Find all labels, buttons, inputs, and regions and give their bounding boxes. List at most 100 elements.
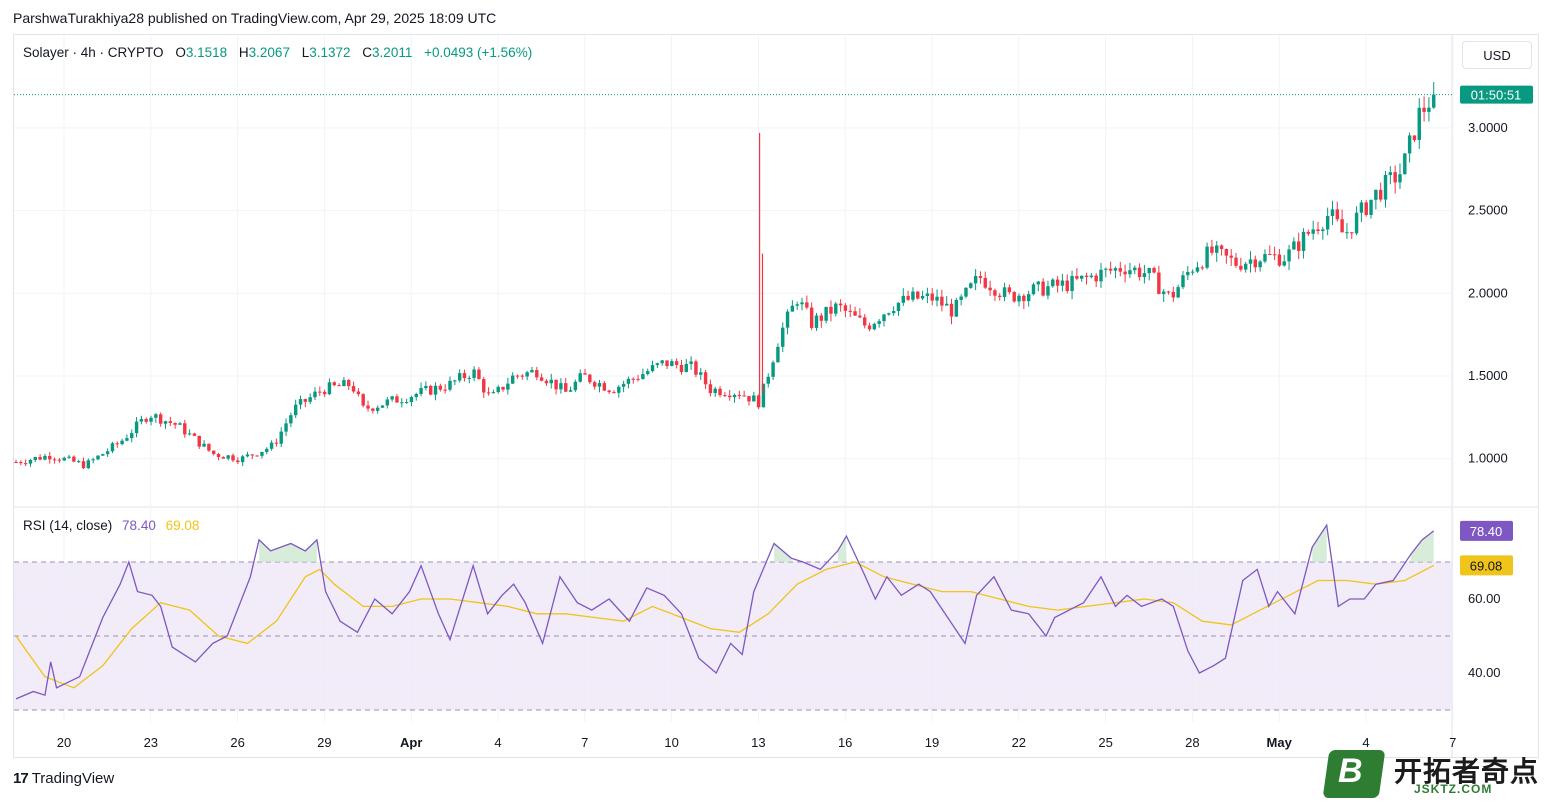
candle-body	[96, 455, 100, 460]
candle-body	[1393, 172, 1397, 183]
candle-body	[1108, 268, 1113, 271]
candle-body	[1181, 275, 1185, 288]
candle-body	[1094, 275, 1098, 282]
rsi-pane	[14, 523, 1452, 711]
candle-body	[1157, 272, 1161, 295]
rsi-title[interactable]: RSI (14, close)	[23, 518, 113, 533]
candle-body	[187, 433, 192, 435]
candle-body	[1325, 216, 1330, 230]
x-tick-label: 29	[317, 735, 331, 750]
candle-body	[1388, 172, 1393, 175]
countdown-badge	[1460, 85, 1533, 104]
candle-body	[814, 315, 819, 328]
candle-body	[197, 435, 201, 447]
high-value: 3.2067	[248, 45, 290, 60]
rsi-legend: RSI (14, close) 78.40 69.08	[23, 518, 199, 533]
candle-body	[964, 287, 968, 297]
candle-body	[944, 303, 949, 306]
candle-body	[274, 442, 279, 444]
candle-body	[843, 305, 848, 311]
candle-body	[1036, 281, 1041, 285]
candle-body	[332, 382, 336, 386]
candle-body	[1229, 255, 1233, 258]
candle-body	[1055, 279, 1060, 286]
candle-body	[477, 369, 481, 380]
candle-body	[1137, 267, 1142, 278]
candle-body	[568, 390, 573, 392]
candle-body	[496, 386, 500, 393]
candle-body	[385, 399, 390, 406]
candle-body	[43, 455, 47, 460]
candle-body	[699, 372, 703, 375]
candle-body	[1354, 212, 1359, 234]
rsi-value-badge-text: 78.40	[1470, 524, 1503, 539]
candle-body	[573, 381, 578, 391]
candle-body	[414, 393, 418, 398]
candle-body	[183, 423, 187, 435]
candle-body	[1311, 229, 1315, 234]
candle-body	[163, 421, 168, 424]
candle-body	[554, 379, 558, 390]
candle-body	[602, 383, 607, 391]
candle-body	[1224, 249, 1229, 256]
candle-body	[351, 386, 356, 392]
candle-body	[1316, 229, 1320, 232]
candle-body	[1012, 292, 1016, 302]
currency-button[interactable]: USD	[1462, 41, 1532, 69]
candle-body	[57, 459, 62, 461]
candle-body	[713, 388, 717, 394]
candle-body	[1215, 245, 1219, 253]
low-value: 3.1372	[309, 45, 351, 60]
candle-body	[776, 346, 780, 363]
price-tick-label: 2.0000	[1468, 285, 1508, 300]
candle-body	[33, 457, 37, 460]
candle-body	[48, 455, 52, 460]
x-tick-label: Apr	[400, 735, 422, 750]
candle-body	[863, 317, 867, 326]
x-tick-label: 22	[1012, 735, 1026, 750]
symbol-title[interactable]: Solayer · 4h · CRYPTO	[23, 45, 164, 60]
candle-body	[28, 459, 33, 464]
candle-body	[1234, 257, 1238, 266]
candle-body	[1248, 259, 1253, 264]
candle-body	[134, 421, 139, 434]
candle-body	[1205, 246, 1209, 268]
candle-body	[1417, 107, 1421, 141]
close-label: C	[362, 45, 373, 60]
candle-body	[1060, 280, 1065, 286]
candle-body	[318, 391, 322, 393]
candle-body	[679, 364, 684, 372]
candle-body	[800, 302, 804, 305]
watermark-domain: JSKTZ.COM	[1414, 782, 1493, 796]
candle-body	[655, 363, 660, 366]
candle-body	[192, 433, 197, 436]
candle-body	[1017, 295, 1021, 302]
candle-body	[1046, 286, 1050, 296]
candle-body	[260, 451, 264, 456]
candle-body	[887, 313, 891, 315]
candle-body	[1147, 267, 1151, 274]
candle-body	[1306, 231, 1311, 234]
candle-body	[1142, 273, 1147, 278]
candle-body	[371, 408, 375, 411]
tradingview-logo[interactable]: 17 TradingView	[13, 770, 114, 787]
candle-body	[1031, 284, 1036, 295]
candle-body	[559, 383, 563, 390]
rsi-band	[14, 562, 1452, 710]
candle-body	[433, 385, 438, 395]
candle-body	[400, 402, 404, 404]
candle-body	[1340, 219, 1344, 233]
candle-body	[52, 459, 57, 461]
candle-body	[178, 423, 182, 425]
candle-body	[472, 369, 476, 378]
candle-body	[438, 385, 443, 390]
candle-body	[404, 402, 409, 404]
candle-body	[621, 383, 626, 387]
candle-body	[453, 380, 457, 382]
candle-body	[255, 455, 259, 457]
candle-body	[375, 407, 380, 411]
rsi-ma-badge	[1460, 555, 1513, 576]
candle-body	[983, 277, 987, 288]
price-tick-label: 3.0000	[1468, 120, 1508, 135]
